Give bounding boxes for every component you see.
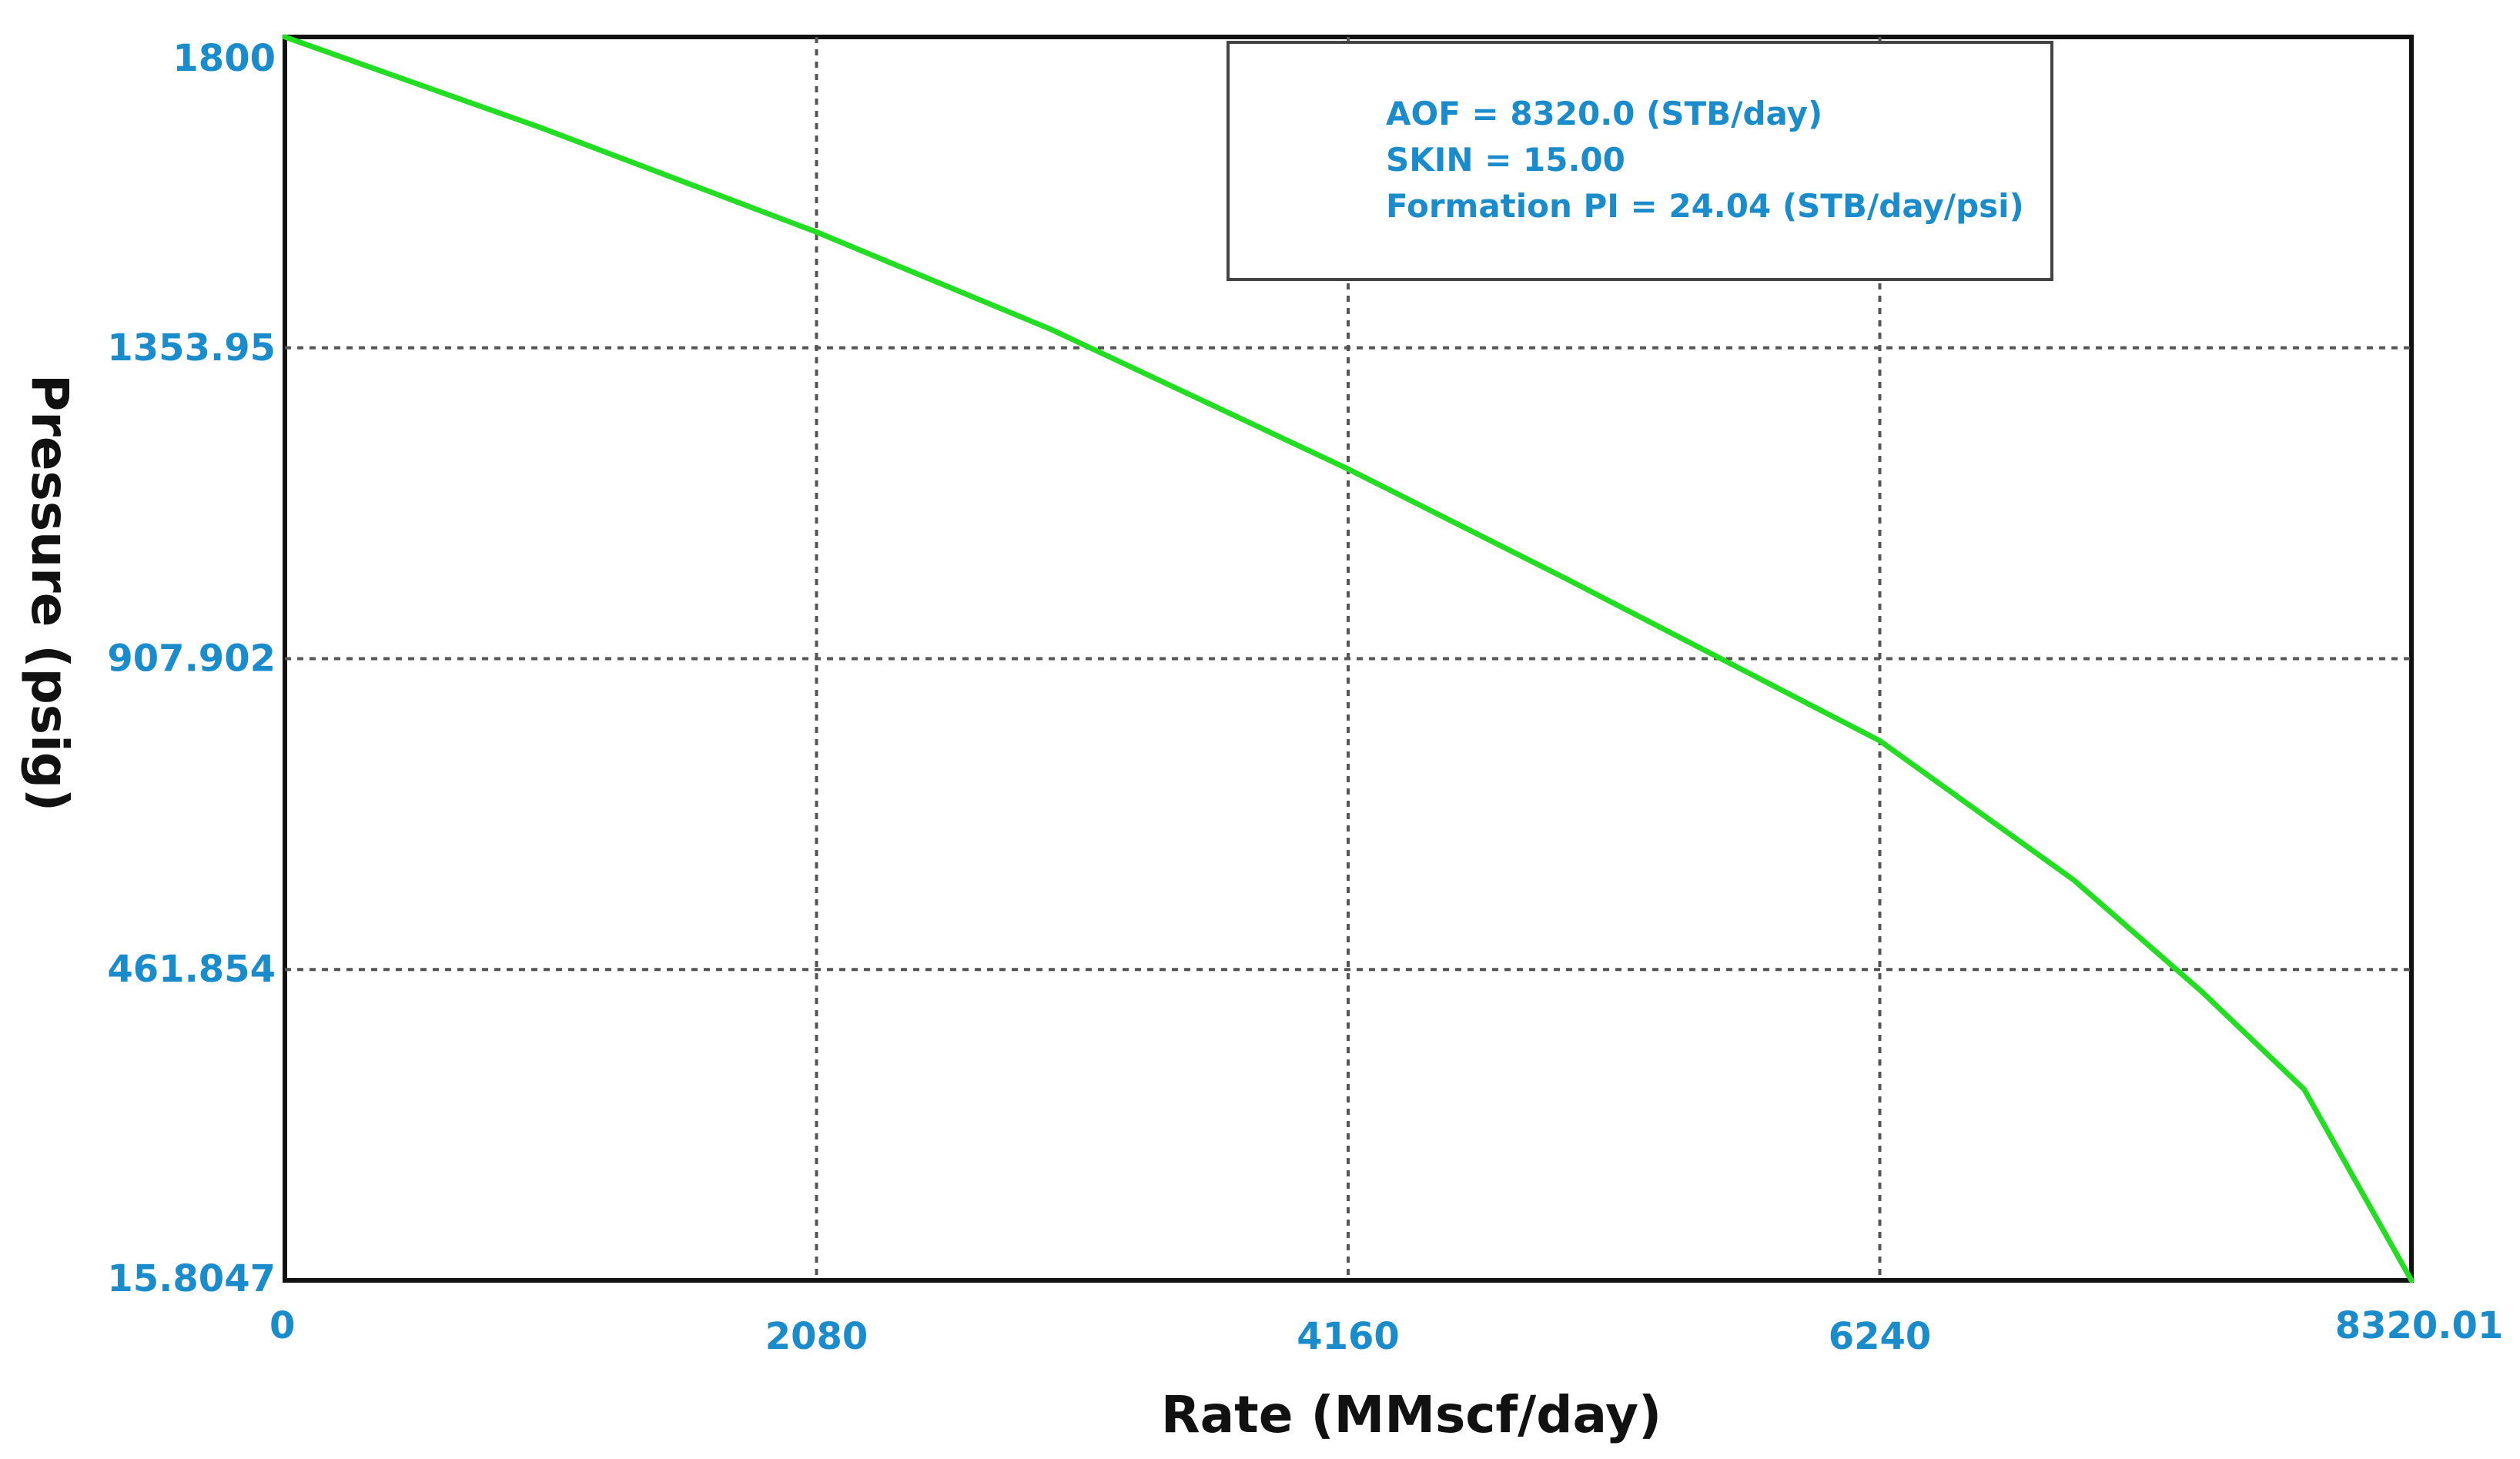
- y-tick-label: 15.8047: [107, 1257, 276, 1300]
- y-tick-label: 1353.95: [107, 326, 276, 370]
- y-tick-label: 461.854: [107, 948, 276, 991]
- y-axis-title: Pressure (psig): [20, 374, 79, 811]
- x-tick-labels: 0 2080 4160 6240 8320.01: [269, 1304, 2503, 1358]
- y-tick-label: 1800: [172, 37, 276, 80]
- info-box: AOF = 8320.0 (STB/day) SKIN = 15.00 Form…: [1227, 41, 2053, 281]
- y-tick-labels: 15.8047 461.854 907.902 1353.95 1800: [107, 37, 276, 1300]
- x-tick-label: 8320.01: [2335, 1304, 2504, 1347]
- x-axis-title: Rate (MMscf/day): [1161, 1385, 1662, 1444]
- series-layer: [282, 34, 2415, 1283]
- info-skin: SKIN = 15.00: [1386, 141, 1625, 179]
- info-formation-pi: Formation PI = 24.04 (STB/day/psi): [1386, 187, 2024, 225]
- info-box-frame: [1227, 41, 2053, 281]
- y-tick-label: 907.902: [107, 637, 276, 681]
- series-line-ipr: [282, 34, 2415, 1283]
- x-tick-label: 6240: [1829, 1315, 1932, 1358]
- x-tick-label: 4160: [1297, 1315, 1400, 1358]
- x-tick-label: 2080: [765, 1315, 868, 1358]
- grid-lines: [285, 37, 2411, 1280]
- info-aof: AOF = 8320.0 (STB/day): [1386, 95, 1822, 132]
- x-tick-label: 0: [269, 1304, 295, 1347]
